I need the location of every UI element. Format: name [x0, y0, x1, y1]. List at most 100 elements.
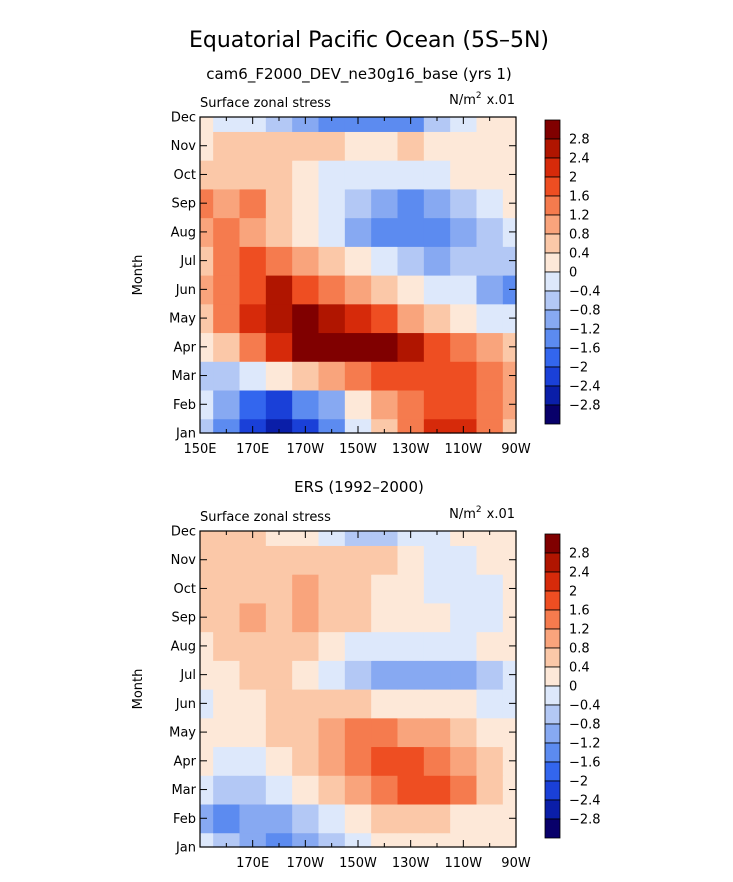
heat-cell: [213, 660, 241, 690]
heat-cell: [344, 746, 372, 776]
colorbar-label: 0: [569, 680, 577, 695]
x-tick-label: 150W: [339, 442, 377, 457]
panel-2-heatmap-cells: [200, 531, 517, 848]
heat-cell: [450, 602, 478, 633]
heat-cell: [292, 660, 320, 690]
y-tick-label: Feb: [173, 812, 196, 827]
heat-cell: [318, 246, 346, 276]
colorbar-swatch: [544, 533, 561, 554]
heat-cell: [476, 303, 504, 334]
heat-cell: [265, 545, 293, 575]
heat-cell: [239, 303, 267, 334]
colorbar-label: −1.2: [569, 737, 601, 752]
heat-cell: [265, 775, 293, 805]
heat-cell: [476, 602, 504, 633]
heat-cell: [239, 217, 267, 247]
heat-cell: [476, 418, 504, 434]
y-tick-label: Jan: [175, 841, 196, 856]
heat-cell: [423, 775, 451, 805]
heat-cell: [397, 131, 425, 161]
heat-cell: [292, 631, 320, 661]
panel-1-units-exp: 2: [476, 91, 482, 101]
heat-cell: [371, 775, 399, 805]
heat-cell: [318, 361, 346, 391]
heat-cell: [344, 803, 372, 834]
colorbar-swatch: [544, 761, 561, 782]
heat-cell: [344, 275, 372, 305]
colorbar-swatch: [544, 552, 561, 573]
colorbar-label: 2.8: [569, 547, 590, 562]
heat-cell: [397, 275, 425, 305]
panel-2-colorbar: 2.8 2.4 2 1.6 1.2 0.8 0.4 0 −0.4 −0.8 −1.2 −1.6 −2 −2…: [544, 533, 601, 839]
heat-cell: [476, 275, 504, 305]
heat-cell: [213, 832, 241, 848]
colorbar-label: 2: [569, 585, 577, 600]
heat-cell: [371, 832, 399, 848]
heat-cell: [213, 717, 241, 748]
heat-cell: [344, 717, 372, 748]
heat-cell: [397, 574, 425, 604]
heat-cell: [239, 660, 267, 690]
heat-cell: [423, 389, 451, 420]
heat-cell: [423, 332, 451, 362]
y-tick-label: Jun: [175, 697, 196, 712]
heat-cell: [502, 418, 517, 434]
colorbar-label: −2: [569, 361, 588, 376]
heat-cell: [423, 574, 451, 604]
heat-cell: [371, 332, 399, 362]
heat-cell: [318, 545, 346, 575]
heat-cell: [318, 746, 346, 776]
heat-cell: [397, 545, 425, 575]
panel-1-units-scale: x.01: [487, 93, 515, 108]
heat-cell: [397, 361, 425, 391]
heat-cell: [344, 332, 372, 362]
colorbar-swatch: [544, 309, 561, 330]
heat-cell: [371, 131, 399, 161]
heat-cell: [397, 188, 425, 219]
colorbar-swatch: [544, 385, 561, 406]
heat-cell: [423, 660, 451, 690]
heat-cell: [450, 275, 478, 305]
heat-cell: [476, 574, 504, 604]
colorbar-swatch: [544, 799, 561, 820]
heat-cell: [371, 117, 399, 132]
heat-cell: [371, 160, 399, 190]
colorbar-swatch: [544, 666, 561, 687]
heat-cell: [344, 131, 372, 161]
heat-cell: [213, 160, 241, 190]
heat-cell: [397, 303, 425, 334]
heat-cell: [265, 717, 293, 748]
heat-cell: [292, 803, 320, 834]
heat-cell: [200, 418, 214, 434]
heat-cell: [344, 389, 372, 420]
heat-cell: [344, 775, 372, 805]
colorbar-label: −1.6: [569, 342, 601, 357]
heat-cell: [200, 832, 214, 848]
panel-2-left-label: Surface zonal stress: [200, 510, 331, 525]
y-tick-label: Oct: [174, 582, 196, 597]
colorbar-swatch: [544, 628, 561, 649]
heat-cell: [292, 545, 320, 575]
y-tick-label: May: [169, 312, 196, 327]
heat-cell: [450, 574, 478, 604]
heat-cell: [423, 217, 451, 247]
colorbar-swatch: [544, 195, 561, 216]
heat-cell: [292, 131, 320, 161]
heat-cell: [344, 689, 372, 719]
heat-cell: [265, 832, 293, 848]
colorbar-swatch: [544, 233, 561, 254]
heat-cell: [265, 574, 293, 604]
panel-1-ticks: 150E 170E 170W 150W 130W 110W 90W Jan Feb Mar Apr M…: [169, 111, 531, 458]
heat-cell: [292, 602, 320, 633]
x-tick-label: 170E: [236, 442, 269, 457]
heat-cell: [423, 803, 451, 834]
heat-cell: [318, 660, 346, 690]
colorbar-swatch: [544, 290, 561, 311]
heat-cell: [265, 117, 293, 132]
heat-cell: [265, 746, 293, 776]
panel-1-units-label: N/m2 x.01: [449, 91, 515, 108]
y-tick-label: Oct: [174, 168, 196, 183]
panel-2-title: ERS (1992–2000): [294, 478, 424, 496]
colorbar-swatch: [544, 704, 561, 725]
heat-cell: [450, 717, 478, 748]
